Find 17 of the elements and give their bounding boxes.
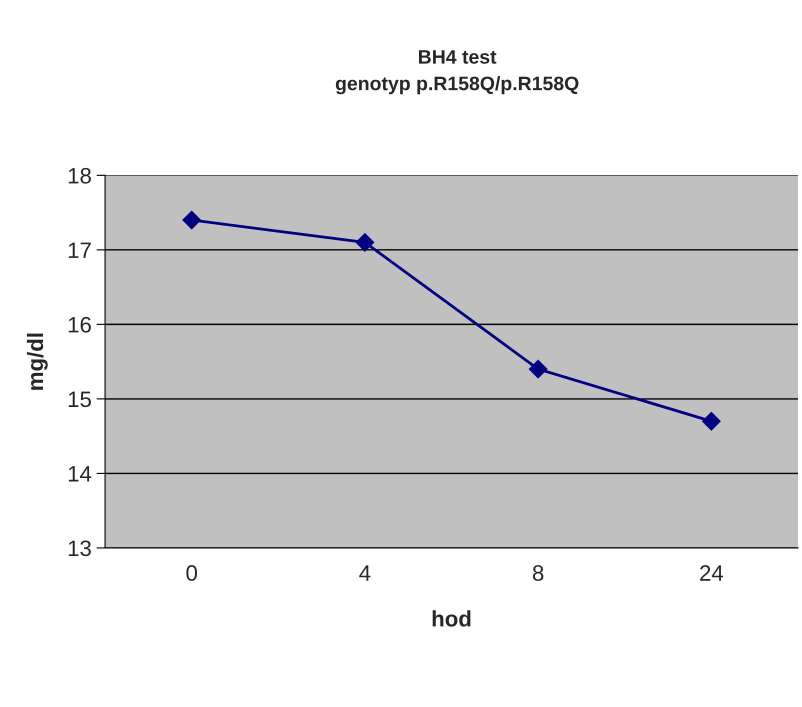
point <box>356 233 374 252</box>
x-tick-label: 0 <box>186 565 197 581</box>
x-tick-label: 24 <box>700 565 724 581</box>
point <box>702 412 721 431</box>
y-tick-label: 13 <box>68 540 91 556</box>
x-axis-title: hod <box>432 610 470 627</box>
chart-title: BH4 test genotyp p.R158Q/p.R158Q <box>336 50 578 94</box>
y-tick-label: 15 <box>68 392 91 408</box>
point <box>528 360 548 378</box>
x-tick-label: 4 <box>359 565 370 581</box>
point <box>182 210 202 230</box>
y-axis-title: mg/dl <box>26 334 48 390</box>
y-tick-label: 16 <box>68 316 91 333</box>
y-tick-label: 18 <box>68 168 91 184</box>
y-tick-label: 14 <box>68 466 92 482</box>
y-tick-label: 17 <box>68 242 91 258</box>
x-tick-label: 8 <box>532 565 544 581</box>
